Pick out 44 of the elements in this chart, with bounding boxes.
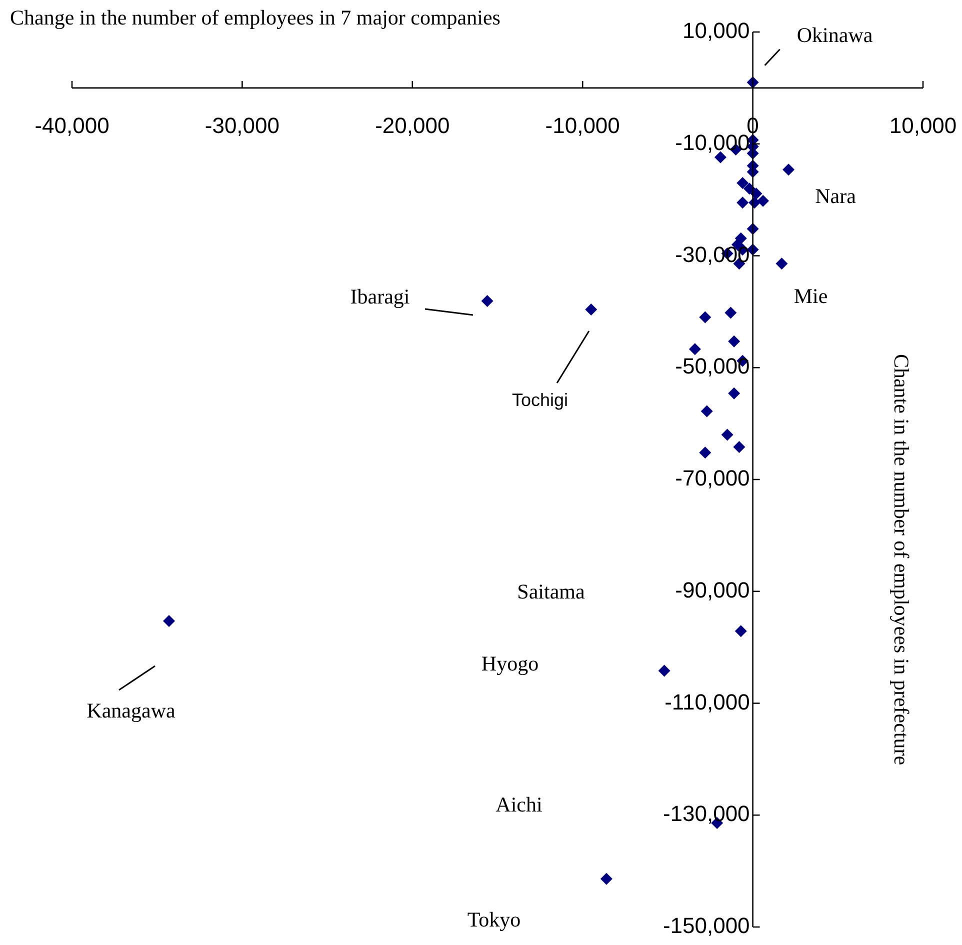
point: [700, 405, 713, 418]
annotation: Saitama: [517, 580, 586, 604]
y-tick-label: -130,000: [662, 801, 750, 826]
point: [600, 872, 612, 885]
annotation: Nara: [815, 184, 857, 208]
annotation: Hyogo: [481, 652, 539, 676]
x-tick-label: 10,000: [889, 113, 957, 138]
x-tick-label: -40,000: [34, 113, 110, 138]
x-axis-title: Change in the number of employees in 7 major companies: [10, 6, 500, 30]
annotation: Tokyo: [467, 908, 521, 932]
point: [736, 196, 749, 209]
y-tick-label: -50,000: [675, 354, 750, 379]
point: [782, 164, 795, 176]
point: [734, 625, 747, 638]
point: [481, 295, 494, 308]
point: [757, 194, 770, 207]
point: [699, 311, 712, 324]
point: [728, 387, 740, 400]
annotation: Okinawa: [796, 22, 874, 47]
point: [699, 446, 712, 459]
point: [585, 303, 598, 316]
point: [163, 615, 176, 628]
x-tick-label: -10,000: [545, 113, 620, 138]
point: [721, 428, 734, 441]
y-tick-label: 10,000: [682, 18, 750, 44]
y-tick-label: -90,000: [675, 577, 750, 602]
point: [724, 306, 737, 319]
annotation: Ibaragi: [350, 284, 410, 309]
y-axis-title: Chante in the number of employees in prefecture: [889, 354, 914, 766]
x-tick-label: -30,000: [204, 113, 280, 138]
point: [658, 664, 670, 677]
annotation: Aichi: [496, 792, 542, 817]
annotation: Mie: [794, 284, 828, 308]
point: [776, 258, 788, 270]
y-tick-label: -150,000: [662, 913, 750, 938]
y-tick-label: -70,000: [675, 466, 750, 491]
x-tick-label: -20,000: [375, 113, 450, 138]
annotation: Tochigi: [512, 390, 568, 410]
point: [728, 335, 740, 348]
annotation: Kanagawa: [86, 698, 176, 723]
point: [736, 177, 749, 190]
point: [733, 441, 746, 454]
point: [688, 343, 701, 356]
y-tick-label: -110,000: [664, 689, 750, 714]
